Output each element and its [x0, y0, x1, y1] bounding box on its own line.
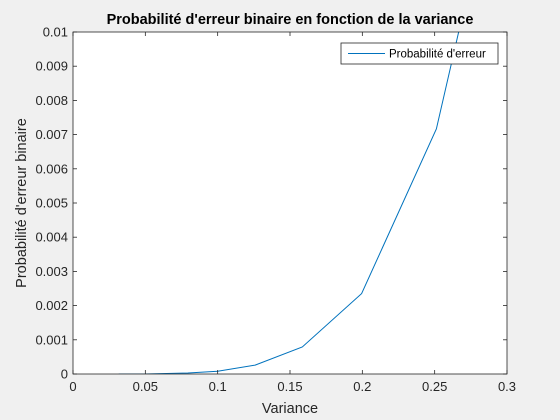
y-tick-label: 0.008: [35, 93, 68, 108]
legend: Probabilité d'erreur: [340, 42, 499, 65]
y-tick-label: 0.004: [35, 230, 68, 245]
x-tick-label: 0.15: [277, 379, 302, 394]
legend-entry-label: Probabilité d'erreur: [389, 49, 486, 61]
x-tick-label: 0.25: [422, 379, 447, 394]
x-tick-label: 0.3: [498, 379, 516, 394]
y-tick-label: 0.005: [35, 196, 68, 211]
plot-area: [73, 32, 507, 374]
y-tick-label: 0.01: [43, 25, 68, 40]
y-tick-label: 0.007: [35, 127, 68, 142]
x-tick-label: 0.1: [209, 379, 227, 394]
x-axis-label: Variance: [262, 401, 318, 417]
x-tick-label: 0.2: [353, 379, 371, 394]
x-tick-label: 0.05: [133, 379, 158, 394]
chart-title: Probabilité d'erreur binaire en fonction…: [107, 12, 474, 28]
x-tick-label: 0: [69, 379, 76, 394]
y-tick-label: 0.006: [35, 161, 68, 176]
y-tick-label: 0.003: [35, 264, 68, 279]
y-tick-label: 0: [61, 367, 68, 382]
ticks-layer: 0 0.05 0.1 0.15 0.2 0.25 0.3 0 0.001 0.002 0.003 0.…: [35, 25, 516, 395]
legend-box: [340, 42, 499, 65]
y-tick-label: 0.009: [35, 59, 68, 74]
y-tick-label: 0.002: [35, 298, 68, 313]
y-tick-label: 0.001: [35, 332, 68, 347]
y-axis-label: Probabilité d'erreur binaire: [14, 118, 30, 288]
